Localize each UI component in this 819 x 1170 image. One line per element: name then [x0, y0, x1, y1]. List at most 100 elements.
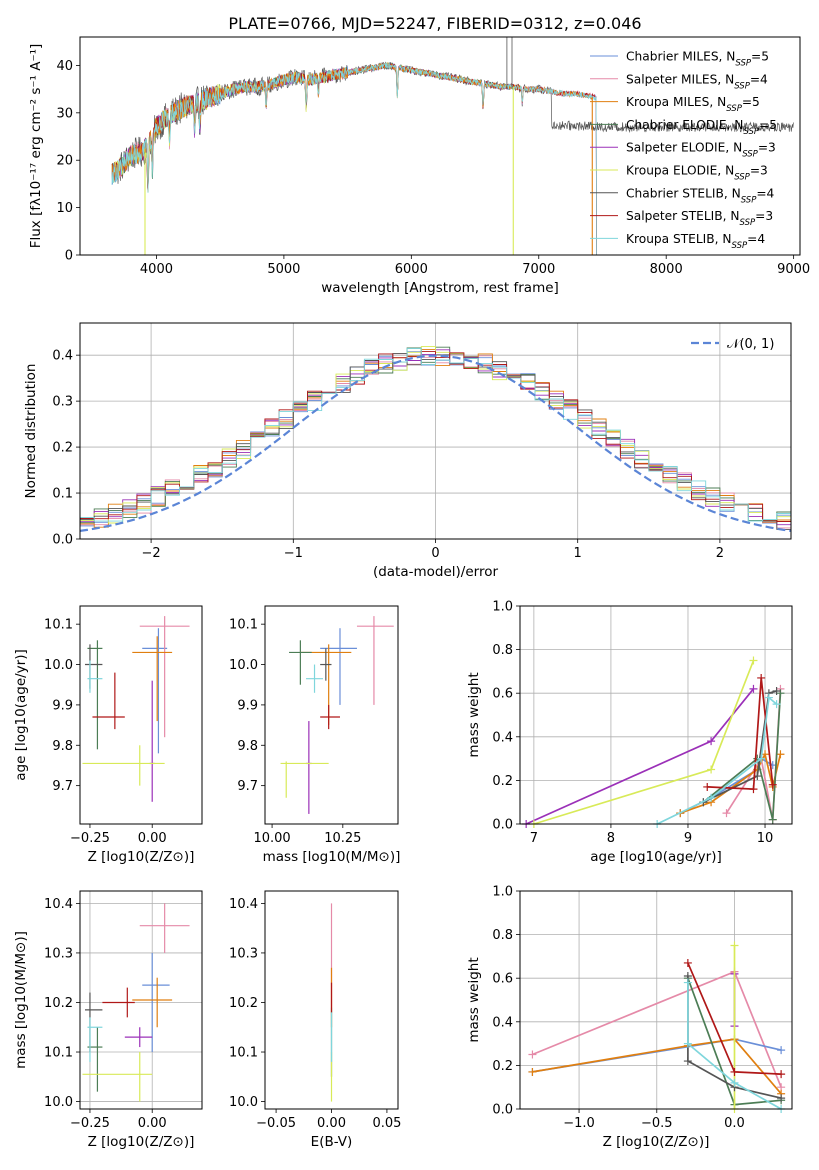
y-tick-label: 10.0	[229, 658, 258, 673]
errorbar-chabrier-stelib	[84, 992, 103, 1053]
y-tick-label: 9.8	[237, 739, 258, 754]
legend-subscript: SSP	[743, 127, 759, 137]
mass-weight-series-salpeter-stelib	[703, 673, 777, 794]
axes-frame	[519, 890, 793, 1110]
legend-subscript: SSP	[732, 241, 748, 251]
y-tick-label: 10.0	[44, 1095, 73, 1110]
y-tick-label: 0.8	[492, 643, 513, 658]
x-axis-label: Z [log10(Z/Z⊙)]	[603, 1134, 710, 1150]
mass-weight-marker	[707, 765, 716, 774]
y-tick-label: 9.7	[237, 779, 258, 794]
mass-weight-marker	[772, 700, 781, 709]
mass-weight-line	[707, 677, 774, 790]
spectrum-plot-area	[111, 37, 794, 255]
y-tick-label: 10.2	[44, 996, 73, 1011]
errorbar-salpeter-stelib	[102, 987, 135, 1018]
x-axis-label: age [log10(age/yr)]	[590, 849, 722, 865]
y-tick-label: 10.0	[44, 658, 73, 673]
axes-frame	[79, 890, 203, 1110]
legend-label-kroupa-elodie: Kroupa ELODIE, NSSP=3	[626, 164, 768, 183]
mass-weight-series-kroupa-stelib	[653, 693, 781, 828]
mass-weight-series-chabrier-elodie	[699, 689, 785, 824]
x-tick-label: 0.0	[724, 1116, 745, 1131]
mass-weight-marker	[683, 958, 692, 967]
x-tick-label: 0	[431, 546, 439, 561]
legend-suffix: =4	[756, 186, 774, 200]
legend-subscript: SSP	[734, 173, 750, 183]
legend-label-chabrier-miles: Chabrier MILES, NSSP=5	[626, 50, 769, 69]
errorbar-chabrier-elodie	[289, 640, 312, 685]
y-tick-label: 10.1	[229, 1046, 258, 1061]
mass-weight-line	[525, 688, 755, 825]
mass-vs-ebv-panel: −0.05 0.00 0.05 10.0 10.1 10.2 10.3 10.4 E(B-V)	[229, 890, 401, 1150]
spectrum-line-kroupa-stelib	[111, 61, 794, 255]
y-axis-label: age [log10(age/yr)]	[13, 649, 29, 781]
panels: 4000 5000 6000 7000 8000 9000010203040wavelen…	[13, 36, 810, 1150]
mass-weight-marker	[749, 656, 758, 665]
y-tick-label: 9.9	[52, 698, 73, 713]
y-tick-label: 0.0	[52, 533, 73, 548]
y-tick-label: 10.0	[229, 1095, 258, 1110]
normal-curve	[80, 354, 791, 532]
errorbar-salpeter-elodie	[124, 1027, 153, 1048]
mass-weight-series-salpeter-stelib	[683, 958, 786, 1079]
x-tick-label: −1	[284, 546, 303, 561]
legend-suffix: =4	[747, 232, 765, 246]
legend-label-salpeter-elodie: Salpeter ELODIE, NSSP=3	[626, 141, 776, 160]
massweight-vs-age-panel: 7 8 9 10 0.0 0.2 0.4 0.6 0.8 1.0 age [log10(age/yr…	[466, 600, 793, 865]
errorbar-salpeter-miles	[139, 903, 190, 953]
errorbar-kroupa-stelib	[87, 1017, 103, 1062]
legend-suffix: =3	[758, 141, 776, 155]
mass-weight-marker	[683, 978, 692, 987]
mass-weight-marker	[528, 1050, 537, 1059]
legend-label-kroupa-stelib: Kroupa STELIB, NSSP=4	[626, 232, 765, 251]
errorbar-kroupa-elodie	[82, 745, 165, 786]
errorbar-plot-area	[82, 903, 190, 1102]
x-tick-label: 7000	[522, 262, 555, 277]
y-tick-label: 10.3	[44, 946, 73, 961]
legend-label-salpeter-miles: Salpeter MILES, NSSP=4	[626, 72, 768, 91]
mass-weight-series-salpeter-miles	[722, 684, 785, 824]
axes-frame	[79, 36, 801, 256]
x-axis-label: Z [log10(Z/Z⊙)]	[88, 849, 195, 865]
legend-label-salpeter-stelib: Salpeter STELIB, NSSP=3	[626, 209, 773, 228]
legend-subscript: SSP	[739, 218, 755, 228]
hist-step-salpeter-stelib	[80, 351, 791, 522]
errorbar-kroupa-miles	[132, 977, 173, 1028]
axes-frame	[264, 605, 399, 825]
age-vs-Z-panel: −0.25 0.00 9.7 9.8 9.9 10.0 10.1 Z [log10(Z/Z⊙)…	[13, 605, 203, 865]
spectrum-line-kroupa-miles	[111, 62, 593, 193]
mass-weight-marker	[777, 1046, 786, 1055]
legend-subscript: SSP	[734, 81, 750, 91]
y-tick-label: 0.4	[52, 349, 73, 364]
y-tick-label: 9.8	[52, 739, 73, 754]
y-tick-label: 40	[56, 59, 73, 74]
errorbar-kroupa-miles	[132, 636, 173, 722]
x-tick-label: 10	[757, 831, 774, 846]
spectrum-panel: 4000 5000 6000 7000 8000 9000 0 10 20 30 40 wavelen…	[28, 36, 810, 296]
legend-suffix: =5	[751, 50, 769, 64]
legend-subscript: SSP	[726, 104, 742, 114]
axes-frame	[79, 605, 203, 825]
axes-frame	[519, 605, 793, 825]
y-tick-label: 10.1	[44, 1046, 73, 1061]
x-tick-label: 0.05	[372, 1116, 401, 1131]
x-axis-label: Z [log10(Z/Z⊙)]	[88, 1134, 195, 1150]
hist-step-kroupa-stelib	[80, 348, 791, 522]
x-tick-label: −2	[142, 546, 161, 561]
mass-weight-marker	[707, 737, 716, 746]
legend-subscript: SSP	[742, 150, 758, 160]
hist-step-kroupa-elodie	[80, 346, 791, 524]
age-vs-mass-panel: 10.00 10.25 9.7 9.8 9.9 10.0 10.1 mass [log10(M…	[229, 605, 400, 865]
mass-weight-marker	[776, 750, 785, 759]
mass-weight-marker	[722, 809, 731, 818]
legend-normal-label: 𝒩(0, 1)	[727, 337, 774, 352]
y-tick-label: 0.2	[492, 1059, 513, 1074]
mass-weight-marker	[776, 689, 785, 698]
y-tick-label: 0.4	[492, 1015, 513, 1030]
y-axis-label: mass weight	[466, 672, 482, 757]
mass-weight-marker	[730, 941, 739, 950]
axes-frame	[79, 322, 792, 540]
y-tick-label: 0.3	[52, 395, 73, 410]
mass-weight-marker	[777, 1070, 786, 1079]
